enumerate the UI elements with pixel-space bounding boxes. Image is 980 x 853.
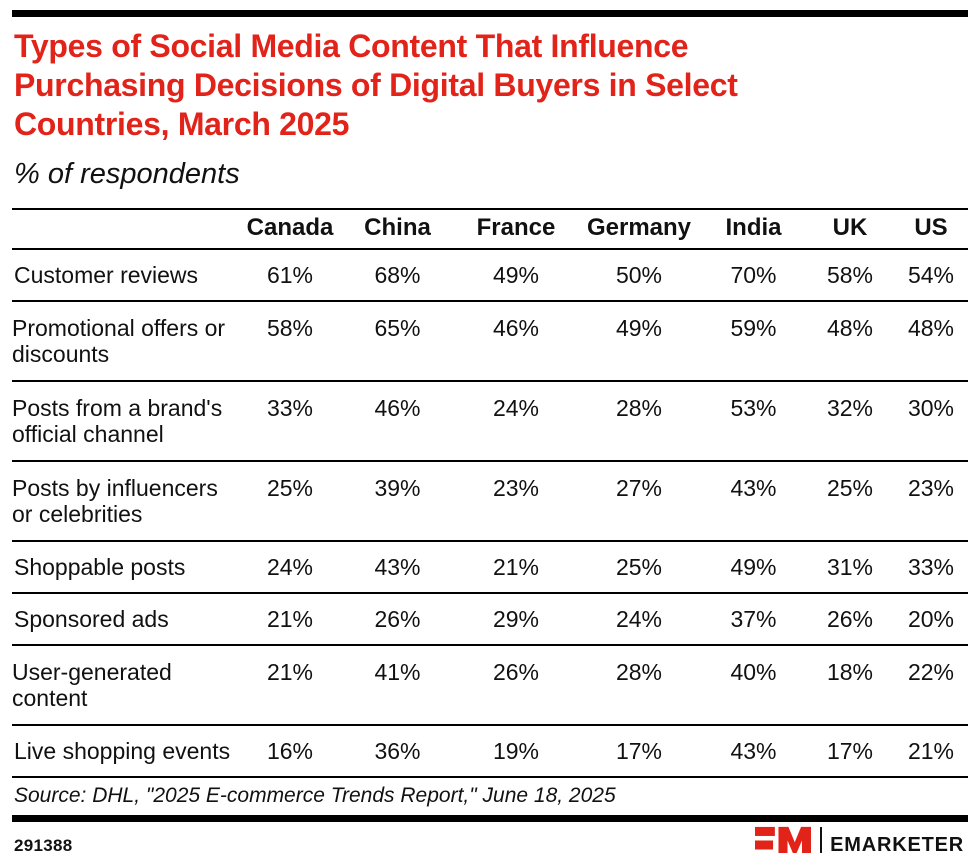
cell-value: 17% bbox=[577, 725, 701, 778]
source-note: Source: DHL, "2025 E-commerce Trends Rep… bbox=[14, 784, 616, 807]
cell-value: 21% bbox=[240, 593, 340, 646]
cell-value: 48% bbox=[894, 301, 968, 382]
cell-value: 21% bbox=[240, 645, 340, 726]
cell-value: 59% bbox=[701, 301, 806, 382]
cell-value: 24% bbox=[577, 593, 701, 646]
table-row: Sponsored ads 21% 26% 29% 24% 37% 26% 20… bbox=[12, 593, 968, 646]
table-row: Live shopping events 16% 36% 19% 17% 43%… bbox=[12, 725, 968, 778]
cell-value: 50% bbox=[577, 249, 701, 302]
column-header-us: US bbox=[894, 209, 968, 250]
table-row: Posts from a brand's official channel 33… bbox=[12, 381, 968, 462]
cell-value: 40% bbox=[701, 645, 806, 726]
row-label: Posts by influencers or celebrities bbox=[12, 461, 240, 542]
cell-value: 43% bbox=[340, 541, 455, 594]
column-header-china: China bbox=[340, 209, 455, 250]
cell-value: 23% bbox=[894, 461, 968, 542]
cell-value: 49% bbox=[701, 541, 806, 594]
cell-value: 26% bbox=[806, 593, 894, 646]
title-line-1: Types of Social Media Content That Influ… bbox=[14, 28, 689, 64]
cell-value: 32% bbox=[806, 381, 894, 462]
logo-divider bbox=[820, 827, 823, 853]
cell-value: 49% bbox=[455, 249, 577, 302]
row-label: Promotional offers or discounts bbox=[12, 301, 240, 382]
cell-value: 41% bbox=[340, 645, 455, 726]
column-header-france: France bbox=[455, 209, 577, 250]
cell-value: 18% bbox=[806, 645, 894, 726]
cell-value: 20% bbox=[894, 593, 968, 646]
cell-value: 26% bbox=[340, 593, 455, 646]
cell-value: 43% bbox=[701, 725, 806, 778]
bottom-rule bbox=[12, 815, 968, 822]
title-line-3: Countries, March 2025 bbox=[14, 106, 350, 142]
cell-value: 37% bbox=[701, 593, 806, 646]
row-label: Shoppable posts bbox=[12, 541, 240, 594]
chart-subtitle: % of respondents bbox=[14, 158, 240, 190]
cell-value: 28% bbox=[577, 381, 701, 462]
cell-value: 28% bbox=[577, 645, 701, 726]
row-label: Customer reviews bbox=[12, 249, 240, 302]
cell-value: 46% bbox=[340, 381, 455, 462]
table-header-row: Canada China France Germany India UK US bbox=[12, 209, 968, 250]
chart-id: 291388 bbox=[14, 836, 73, 853]
cell-value: 16% bbox=[240, 725, 340, 778]
cell-value: 17% bbox=[806, 725, 894, 778]
cell-value: 33% bbox=[894, 541, 968, 594]
cell-value: 31% bbox=[806, 541, 894, 594]
cell-value: 39% bbox=[340, 461, 455, 542]
cell-value: 70% bbox=[701, 249, 806, 302]
cell-value: 33% bbox=[240, 381, 340, 462]
row-label: Posts from a brand's official channel bbox=[12, 381, 240, 462]
title-line-2: Purchasing Decisions of Digital Buyers i… bbox=[14, 67, 738, 103]
cell-value: 29% bbox=[455, 593, 577, 646]
column-header-uk: UK bbox=[806, 209, 894, 250]
row-label: User-generated content bbox=[12, 645, 240, 726]
cell-value: 65% bbox=[340, 301, 455, 382]
table-row: User-generated content 21% 41% 26% 28% 4… bbox=[12, 645, 968, 726]
cell-value: 30% bbox=[894, 381, 968, 462]
cell-value: 25% bbox=[806, 461, 894, 542]
cell-value: 43% bbox=[701, 461, 806, 542]
cell-value: 36% bbox=[340, 725, 455, 778]
table-row: Customer reviews 61% 68% 49% 50% 70% 58%… bbox=[12, 249, 968, 302]
cell-value: 48% bbox=[806, 301, 894, 382]
cell-value: 54% bbox=[894, 249, 968, 302]
cell-value: 24% bbox=[455, 381, 577, 462]
em-monogram-icon bbox=[755, 826, 812, 853]
cell-value: 19% bbox=[455, 725, 577, 778]
footer: 291388 EMARKETER EMARKETER bbox=[14, 822, 964, 853]
cell-value: 21% bbox=[894, 725, 968, 778]
cell-value: 46% bbox=[455, 301, 577, 382]
cell-value: 27% bbox=[577, 461, 701, 542]
cell-value: 25% bbox=[240, 461, 340, 542]
cell-value: 24% bbox=[240, 541, 340, 594]
cell-value: 58% bbox=[240, 301, 340, 382]
cell-value: 68% bbox=[340, 249, 455, 302]
row-label: Live shopping events bbox=[12, 725, 240, 778]
column-header-india: India bbox=[701, 209, 806, 250]
emarketer-logo: EMARKETER bbox=[755, 826, 964, 853]
column-header-canada: Canada bbox=[240, 209, 340, 250]
top-rule bbox=[12, 10, 968, 17]
cell-value: 49% bbox=[577, 301, 701, 382]
table-row: Posts by influencers or celebrities 25% … bbox=[12, 461, 968, 542]
table-row: Promotional offers or discounts 58% 65% … bbox=[12, 301, 968, 382]
cell-value: 26% bbox=[455, 645, 577, 726]
cell-value: 61% bbox=[240, 249, 340, 302]
row-label: Sponsored ads bbox=[12, 593, 240, 646]
cell-value: 22% bbox=[894, 645, 968, 726]
cell-value: 58% bbox=[806, 249, 894, 302]
cell-value: 25% bbox=[577, 541, 701, 594]
column-header-germany: Germany bbox=[577, 209, 701, 250]
data-table: Canada China France Germany India UK US … bbox=[12, 208, 968, 778]
table-row: Shoppable posts 24% 43% 21% 25% 49% 31% … bbox=[12, 541, 968, 594]
page-title: Types of Social Media Content That Influ… bbox=[14, 27, 966, 144]
cell-value: 21% bbox=[455, 541, 577, 594]
cell-value: 53% bbox=[701, 381, 806, 462]
emarketer-wordmark: EMARKETER bbox=[830, 833, 964, 853]
cell-value: 23% bbox=[455, 461, 577, 542]
column-header-empty bbox=[12, 209, 240, 250]
